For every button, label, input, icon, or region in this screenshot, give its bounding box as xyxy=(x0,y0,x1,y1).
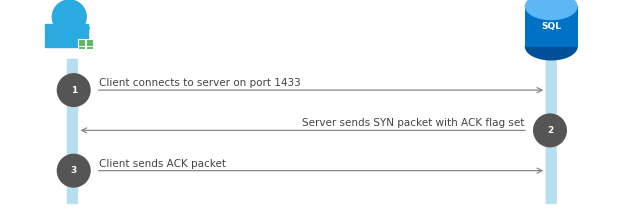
FancyBboxPatch shape xyxy=(67,59,78,204)
Bar xyxy=(86,39,93,46)
Text: Server sends SYN packet with ACK flag set: Server sends SYN packet with ACK flag se… xyxy=(302,118,525,128)
Bar xyxy=(78,42,84,49)
Text: 3: 3 xyxy=(71,166,77,175)
Ellipse shape xyxy=(525,0,578,20)
Ellipse shape xyxy=(525,33,578,60)
Ellipse shape xyxy=(533,113,567,147)
Bar xyxy=(86,42,93,49)
Bar xyxy=(78,39,84,46)
Text: 1: 1 xyxy=(71,86,77,95)
Text: SQL: SQL xyxy=(541,22,561,31)
Text: Client connects to server on port 1433: Client connects to server on port 1433 xyxy=(99,78,301,88)
Ellipse shape xyxy=(57,73,91,107)
Ellipse shape xyxy=(57,154,91,188)
Polygon shape xyxy=(45,24,88,47)
Bar xyxy=(525,6,578,47)
Text: Client sends ACK packet: Client sends ACK packet xyxy=(99,159,226,169)
FancyBboxPatch shape xyxy=(546,59,557,204)
Text: 2: 2 xyxy=(547,126,553,135)
Polygon shape xyxy=(51,28,89,47)
Ellipse shape xyxy=(52,0,87,35)
